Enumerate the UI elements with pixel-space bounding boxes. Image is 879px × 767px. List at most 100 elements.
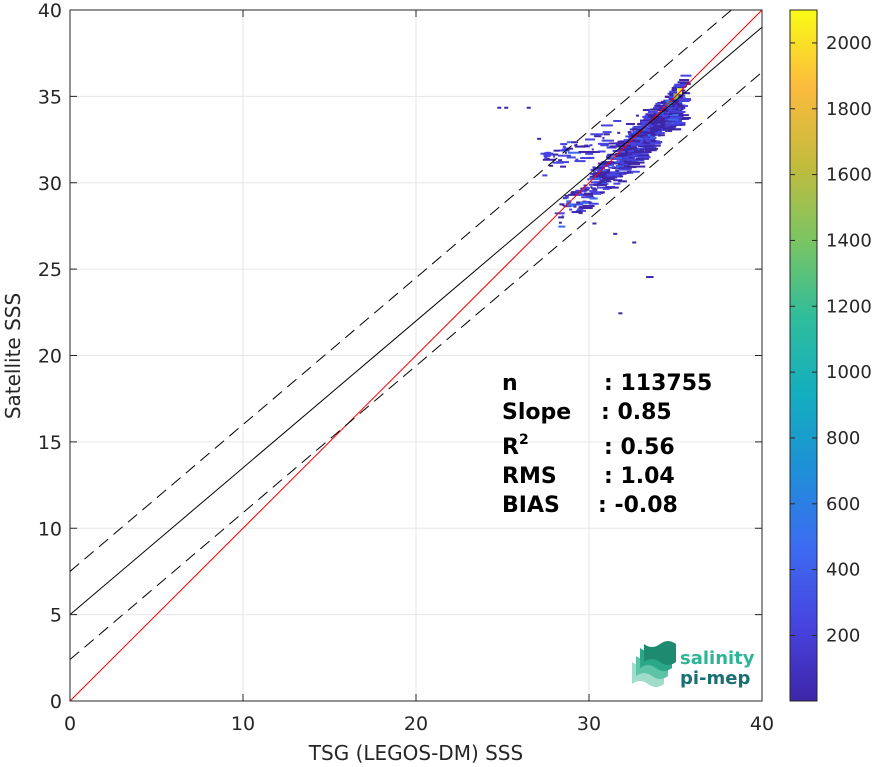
- density-cell: [632, 149, 637, 152]
- stat-bias-key: BIAS: [502, 493, 560, 518]
- density-cell: [647, 111, 658, 114]
- density-cell: [610, 156, 623, 159]
- density-cell: [591, 148, 594, 151]
- density-cell: [672, 119, 683, 122]
- density-cell: [590, 150, 601, 153]
- density-cell: [613, 119, 622, 122]
- density-cell: [606, 156, 615, 159]
- density-cell: [604, 162, 610, 165]
- density-cell: [504, 106, 509, 109]
- density-cell: [597, 150, 606, 153]
- y-tick-label: 35: [38, 86, 62, 108]
- colorbar: 200 400 600 800 1000 1200 1400 1600 1800 2000: [789, 9, 872, 702]
- density-cell: [636, 138, 641, 141]
- density-cell: [679, 79, 690, 82]
- density-cell: [566, 147, 573, 150]
- density-cell: [673, 85, 687, 88]
- colorbar-tick-label: 400: [826, 560, 860, 581]
- density-cell: [673, 87, 680, 90]
- stat-n-key: n: [502, 371, 518, 396]
- density-cell: [647, 124, 653, 127]
- density-cell: [553, 149, 560, 152]
- density-cell: [676, 99, 690, 102]
- density-cell: [594, 181, 599, 184]
- density-cell: [635, 114, 639, 117]
- density-cell: [622, 156, 635, 159]
- density-cell: [676, 112, 684, 115]
- density-cell: [554, 212, 565, 215]
- density-cell: [632, 241, 637, 244]
- density-cell: [646, 116, 656, 119]
- density-cell: [603, 133, 610, 136]
- density-cell: [612, 157, 621, 160]
- density-cell: [573, 205, 577, 208]
- density-cell: [614, 171, 626, 174]
- density-cell: [603, 139, 615, 142]
- density-cell: [677, 81, 690, 84]
- density-cell: [644, 149, 657, 152]
- stat-r2-key: R2: [502, 432, 529, 460]
- density-cell: [621, 151, 631, 154]
- logo-line2: pi-mep: [680, 668, 750, 689]
- density-cell: [613, 232, 618, 235]
- density-cell: [558, 221, 562, 224]
- density-cell: [649, 129, 658, 132]
- density-cell: [646, 134, 652, 137]
- density-cell: [558, 216, 565, 219]
- density-cell: [648, 121, 662, 124]
- density-cell: [604, 163, 614, 166]
- density-cell: [597, 186, 610, 189]
- density-cell: [616, 160, 622, 163]
- density-cell: [598, 173, 610, 176]
- density-cell: [617, 131, 621, 134]
- density-cell: [582, 200, 587, 203]
- density-cell: [652, 128, 661, 131]
- colorbar-tick-label: 1400: [826, 230, 872, 251]
- density-cell: [674, 101, 679, 104]
- density-cell: [542, 174, 548, 177]
- density-cell: [574, 144, 577, 147]
- density-cell: [588, 156, 595, 159]
- density-cell: [600, 144, 608, 147]
- density-cell: [571, 211, 583, 214]
- density-cell: [680, 74, 692, 77]
- density-cell: [676, 102, 683, 105]
- density-cell: [605, 180, 612, 183]
- y-tick-label: 20: [38, 346, 62, 368]
- density-cell: [608, 142, 618, 145]
- density-cell: [652, 118, 658, 121]
- density-cell: [636, 126, 645, 129]
- density-cell: [564, 151, 567, 154]
- density-cell: [592, 222, 597, 225]
- density-cell: [575, 158, 579, 161]
- density-cell: [647, 127, 655, 130]
- density-cell: [653, 125, 666, 128]
- density-cell: [553, 155, 556, 158]
- density-cell: [665, 124, 670, 127]
- density-cell: [627, 166, 637, 169]
- density-cell: [619, 158, 628, 161]
- density-cell: [560, 143, 568, 146]
- density-cell: [598, 142, 610, 145]
- x-tick-label: 40: [750, 713, 774, 735]
- density-cell: [569, 208, 573, 211]
- density-cell: [590, 168, 603, 171]
- density-cell: [656, 112, 669, 115]
- density-cell: [662, 101, 665, 104]
- density-cell: [566, 141, 571, 144]
- density-cell: [657, 101, 667, 104]
- density-cell: [628, 159, 634, 162]
- density-cell: [607, 157, 614, 160]
- density-cell: [563, 147, 568, 150]
- density-cell: [628, 150, 633, 153]
- stat-rms-key: RMS: [502, 464, 557, 489]
- density-cell: [593, 192, 602, 195]
- density-cell: [668, 97, 671, 100]
- density-cell: [552, 161, 564, 164]
- density-heatmap: [497, 74, 692, 315]
- density-cell: [590, 133, 604, 136]
- density-cell: [580, 157, 593, 160]
- density-cell: [544, 156, 548, 159]
- density-cell: [626, 170, 640, 173]
- density-cell: [650, 142, 662, 145]
